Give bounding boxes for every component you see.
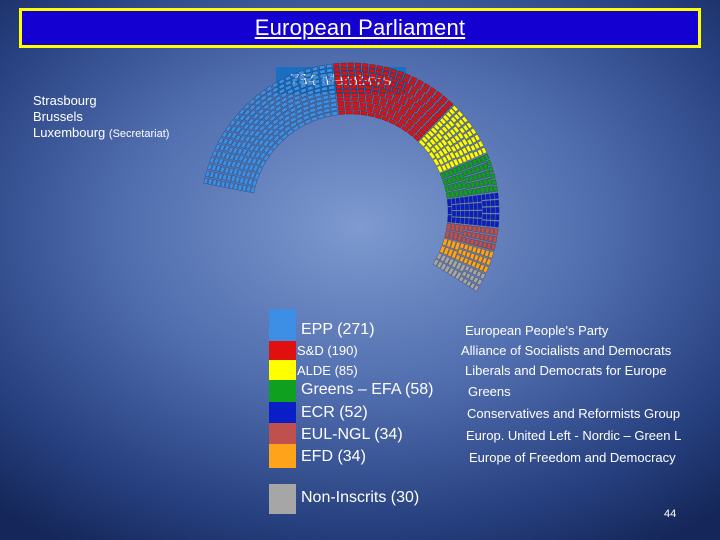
legend-label-7: Non-Inscrits (30): [301, 489, 420, 506]
city-strasbourg: Strasbourg: [33, 93, 97, 108]
legend-label-3: Greens – EFA (58): [301, 381, 434, 398]
legend-swatch-2: [269, 360, 296, 380]
legend-swatch-0: [269, 309, 296, 341]
legend-description-5: Europ. United Left - Nordic – Green L: [466, 428, 682, 443]
seat-block-5: [444, 222, 499, 251]
legend-swatch-5: [269, 423, 296, 444]
legend-swatch-1: [269, 341, 296, 360]
legend-description-2: Liberals and Democrats for Europe: [465, 363, 667, 378]
legend-description-0: European People's Party: [465, 323, 609, 338]
legend-swatch-7: [269, 484, 296, 514]
city-luxembourg-label: Luxembourg: [33, 125, 106, 140]
legend-label-2: ALDE (85): [297, 363, 358, 378]
seat-cities: Strasbourg Brussels Luxembourg (Secretar…: [33, 93, 169, 142]
seat-block-4: [446, 192, 500, 228]
seat-block-2: [418, 105, 488, 174]
city-brussels: Brussels: [33, 109, 83, 124]
seat-block-3: [439, 153, 498, 199]
city-luxembourg-note: (Secretariat): [108, 128, 170, 140]
legend-label-1: S&D (190): [297, 343, 358, 358]
seat-block-7: [432, 252, 486, 292]
legend-label-6: EFD (34): [301, 448, 366, 465]
legend-label-0: EPP (271): [301, 321, 375, 338]
seat-block-0: [203, 63, 339, 194]
city-luxembourg: Luxembourg (Secretariat): [33, 125, 169, 142]
legend-swatch-3: [269, 380, 296, 402]
legend-swatch-4: [269, 402, 296, 423]
seat-block-6: [439, 238, 494, 274]
legend-label-4: ECR (52): [301, 404, 368, 421]
legend-description-3: Greens: [468, 384, 511, 399]
legend-description-4: Conservatives and Reformists Group: [467, 406, 681, 421]
legend-label-5: EUL-NGL (34): [301, 426, 403, 443]
title-bar: European Parliament: [19, 8, 701, 48]
legend-swatch-6: [269, 444, 296, 468]
legend-description-1: Alliance of Socialists and Democrats: [461, 343, 672, 358]
page-title: European Parliament: [254, 15, 466, 40]
page-number: 44: [664, 508, 677, 520]
seat-block-1: [333, 62, 454, 142]
legend-description-6: Europe of Freedom and Democracy: [469, 450, 676, 465]
